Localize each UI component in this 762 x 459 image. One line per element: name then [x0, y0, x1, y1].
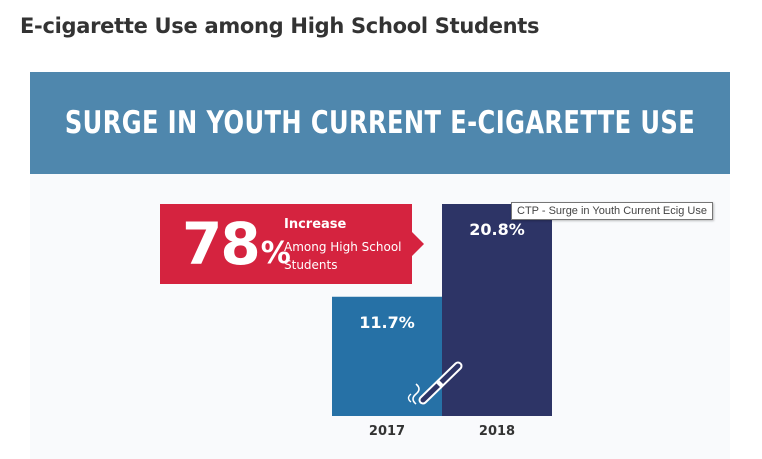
x-tick-label-2017: 2017 [369, 424, 405, 439]
bar-2018[interactable] [442, 204, 552, 416]
callout-pointer [412, 232, 424, 256]
bar-value-label-2018: 20.8% [469, 220, 525, 239]
x-tick-label-2018: 2018 [479, 424, 515, 439]
e-cigarette-icon [407, 361, 463, 405]
banner-title: SURGE IN YOUTH CURRENT E-CIGARETTE USE [64, 105, 696, 141]
callout-percentage: 78% [182, 208, 291, 280]
increase-callout [160, 204, 412, 284]
callout-label-population: Among High School Students [284, 240, 402, 272]
bar-value-label-2017: 11.7% [359, 313, 415, 332]
callout-label-increase: Increase [284, 217, 347, 232]
page-heading: E-cigarette Use among High School Studen… [20, 14, 540, 38]
hover-tooltip: CTP - Surge in Youth Current Ecig Use [511, 202, 713, 220]
callout-unit: % [260, 236, 291, 271]
callout-value: 78 [182, 210, 261, 278]
banner: SURGE IN YOUTH CURRENT E-CIGARETTE USE [30, 72, 730, 174]
